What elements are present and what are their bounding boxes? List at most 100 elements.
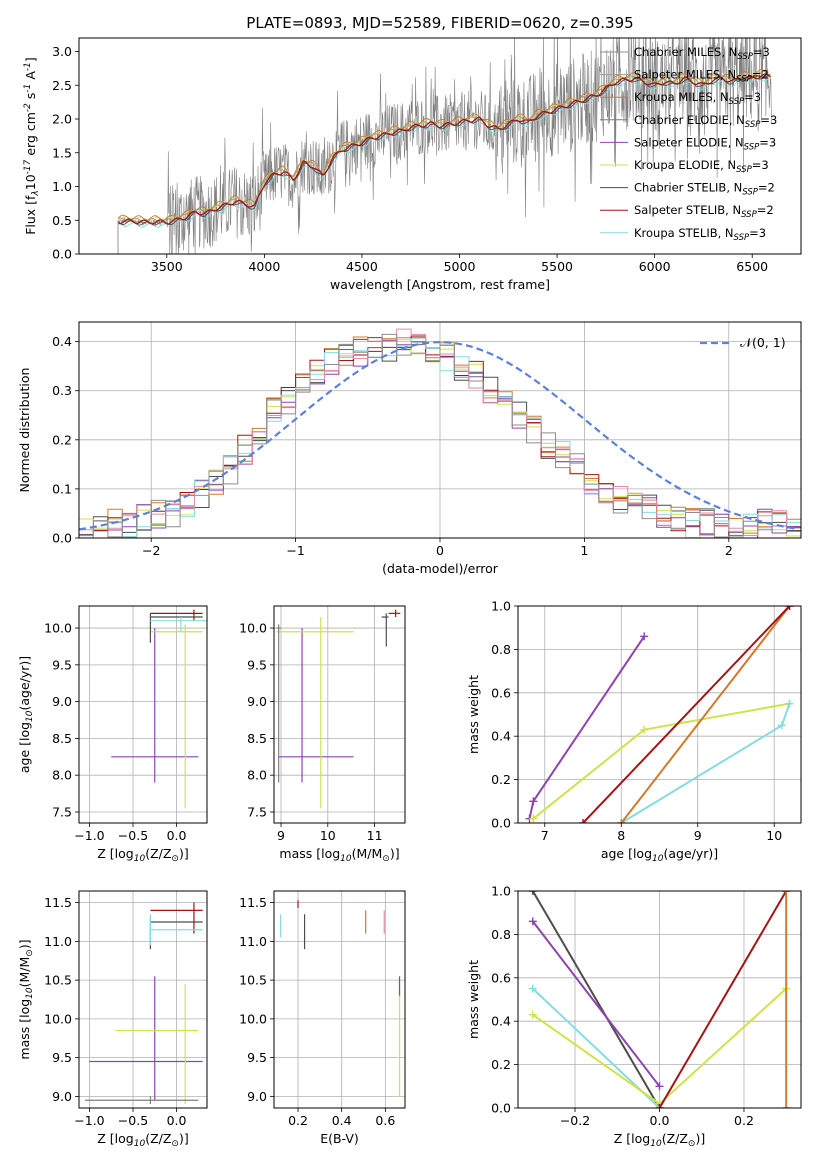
- y-tick-label: 9.0: [52, 1089, 72, 1104]
- x-axis-label: age [log10​(age/yr)]: [601, 846, 718, 864]
- y-tick-label: 2.0: [52, 112, 72, 127]
- errorbar-point: [150, 624, 203, 809]
- y-tick-label: 1.5: [52, 145, 72, 160]
- weight-marker: [528, 1010, 537, 1019]
- panel-residuals: −2 −1 0 1 2 0.0 0.1 0.2 0.3 0.4 (data-model)/error…: [17, 321, 802, 576]
- plot-frame: [78, 605, 208, 824]
- panel-spectrum: 3500 4000 4500 5000 5500 6000 6500 0.0 0.5 1.0 1.5…: [23, 37, 802, 292]
- weight-marker: [785, 699, 794, 708]
- x-tick-label: 9: [277, 828, 285, 843]
- y-axis-label: mass weight: [466, 960, 481, 1039]
- errorbar-point: [381, 613, 389, 647]
- legend-label: Kroupa STELIB, NSSP=3: [634, 226, 766, 243]
- errorbar-point: [150, 609, 203, 621]
- x-tick-label: 0.6: [375, 1113, 395, 1128]
- y-tick-label: 0.1: [52, 481, 72, 496]
- x-tick-label: 0.2: [734, 1113, 754, 1128]
- y-tick-label: 8.0: [247, 768, 267, 783]
- y-tick-label: 10.0: [44, 1011, 72, 1026]
- y-tick-label: 0.4: [491, 1014, 511, 1029]
- x-tick-label: 6500: [736, 259, 768, 274]
- weight-line-salpeter_elodie: [528, 635, 646, 819]
- plot-frame: [517, 605, 802, 824]
- plot-frame: [78, 37, 802, 255]
- y-tick-label: 0.5: [52, 213, 72, 228]
- weight-line-salpeter_elodie: [532, 920, 661, 1087]
- model-salpeter_stelib: [117, 73, 772, 225]
- y-tick-label: 9.0: [247, 694, 267, 709]
- x-tick-label: 5000: [444, 259, 476, 274]
- x-tick-label: 0.0: [167, 1113, 187, 1128]
- y-tick-label: 1.0: [491, 884, 511, 899]
- x-tick-label: 9: [694, 828, 702, 843]
- errorbar-point: [111, 628, 199, 783]
- weight-line-salpeter_stelib: [582, 606, 791, 823]
- y-tick-label: 0.2: [491, 1057, 511, 1072]
- y-tick-label: 9.5: [52, 657, 72, 672]
- plot-frame: [273, 605, 406, 824]
- y-axis-label: age [log10​(age/yr)]: [17, 656, 35, 773]
- legend-label: Chabrier STELIB, NSSP=2: [634, 181, 775, 198]
- x-tick-label: −2: [142, 543, 160, 558]
- y-tick-label: 3.0: [52, 44, 72, 59]
- x-tick-label: 4000: [248, 259, 280, 274]
- weight-marker: [640, 725, 649, 734]
- weight-line-kroupa_stelib: [620, 703, 791, 823]
- x-tick-label: 2: [725, 543, 733, 558]
- x-axis-label: wavelength [Angstrom, rest frame]: [330, 277, 550, 292]
- x-tick-label: −1.0: [74, 1113, 104, 1128]
- x-tick-label: 0: [436, 543, 444, 558]
- x-tick-label: 1: [580, 543, 588, 558]
- x-axis-label: Z [log10​(Z/Z⊙​)]: [614, 1131, 705, 1149]
- y-tick-label: 1.0: [52, 179, 72, 194]
- y-tick-label: 11.5: [239, 895, 267, 910]
- chart-layer: 3500 4000 4500 5000 5500 6000 6500 0.0 0.5 1.0 1.5…: [17, 37, 802, 1149]
- panel-weight_vs_Z: −0.2 0.0 0.2 0.0 0.2 0.4 0.6 0.8 1.0 Z [log10​(Z/…: [466, 884, 802, 1149]
- x-tick-label: 0.0: [650, 1113, 670, 1128]
- y-tick-label: 9.5: [52, 1050, 72, 1065]
- x-tick-label: −0.5: [118, 828, 148, 843]
- legend-label: Kroupa ELODIE, NSSP=3: [634, 158, 769, 175]
- weight-marker: [528, 917, 537, 926]
- y-axis-label: Flux [fλ​10-17​ erg cm-2​ s-1​ A-1​]: [23, 57, 41, 235]
- x-axis-label: E(B-V): [320, 1131, 359, 1146]
- weight-marker: [777, 721, 786, 730]
- legend-label: Kroupa MILES, NSSP=3: [634, 90, 761, 107]
- y-tick-label: 10.0: [44, 621, 72, 636]
- weight-marker: [640, 632, 649, 641]
- weight-marker: [529, 814, 538, 823]
- weight-marker: [782, 1104, 791, 1108]
- x-tick-label: 8: [617, 828, 625, 843]
- panel-age_vs_Z: −1.0 −0.5 0.0 7.5 8.0 8.5 9.0 9.5 10.0 Z [log10​(…: [17, 605, 208, 864]
- y-axis-label: Normed distribution: [17, 368, 32, 493]
- y-tick-label: 8.0: [52, 768, 72, 783]
- y-tick-label: 9.5: [247, 1050, 267, 1065]
- legend-label: Salpeter STELIB, NSSP=2: [634, 203, 774, 220]
- y-tick-label: 9.5: [247, 657, 267, 672]
- errorbars: [276, 609, 401, 809]
- x-tick-label: 6000: [639, 259, 671, 274]
- y-tick-label: 0.0: [52, 247, 72, 262]
- x-tick-label: −0.5: [118, 1113, 148, 1128]
- weight-lines: [528, 891, 791, 1108]
- errorbar-point: [149, 914, 203, 946]
- legend-label: Salpeter MILES, NSSP=2: [634, 68, 769, 85]
- figure-title: PLATE=0893, MJD=52589, FIBERID=0620, z=0…: [246, 14, 633, 32]
- plot-frame: [517, 890, 802, 1109]
- weight-marker: [528, 984, 537, 993]
- x-axis-label: Z [log10​(Z/Z⊙​)]: [97, 1131, 188, 1149]
- y-tick-label: 1.0: [491, 599, 511, 614]
- weight-lines: [525, 606, 794, 823]
- plot-frame: [78, 321, 802, 539]
- x-tick-label: 10: [766, 828, 782, 843]
- y-tick-label: 9.0: [52, 694, 72, 709]
- errorbar-point: [85, 1096, 199, 1105]
- model-kroupa_miles: [117, 68, 771, 221]
- y-tick-label: 0.4: [52, 334, 72, 349]
- x-tick-label: 0.4: [332, 1113, 352, 1128]
- histograms: [79, 328, 801, 538]
- y-tick-label: 8.5: [52, 731, 72, 746]
- y-tick-label: 0.8: [491, 642, 511, 657]
- weight-line-kroupa_miles: [620, 606, 791, 823]
- y-tick-label: 0.2: [491, 772, 511, 787]
